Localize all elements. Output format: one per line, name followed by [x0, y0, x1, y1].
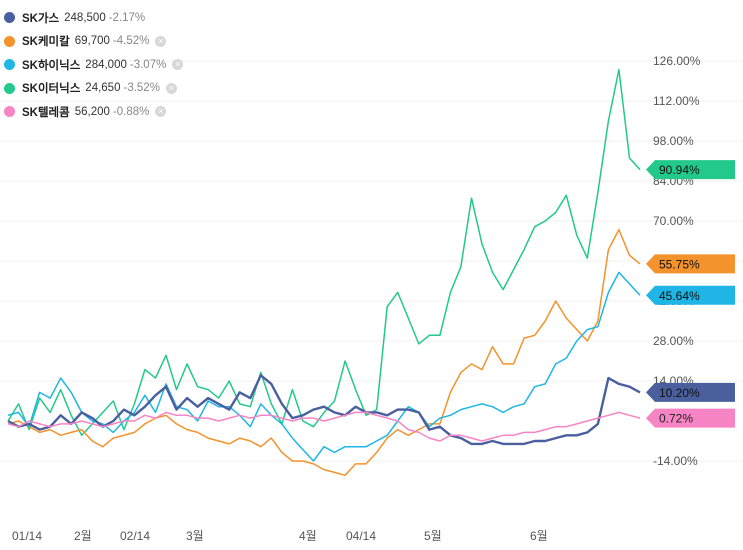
y-tick-label: -14.00%: [653, 454, 698, 468]
x-tick-label: 04/14: [346, 529, 376, 543]
legend-stock-name: SK하이닉스: [22, 59, 81, 72]
legend-color-dot: [4, 35, 15, 47]
end-value-text: 0.72%: [659, 412, 693, 426]
y-tick-label: 28.00%: [653, 334, 694, 348]
legend-stock-name: SK텔레콤: [22, 106, 70, 119]
x-axis-ticks: 01/14 2월 02/14 3월 4월 04/14 5월 6월: [12, 529, 548, 543]
end-value-label: 0.72%: [646, 408, 735, 428]
remove-series-icon[interactable]: ×: [155, 106, 167, 118]
legend-stock-price: 248,500: [64, 11, 106, 24]
legend-stock-name: SK가스: [22, 12, 60, 25]
legend-color-dot: [4, 12, 15, 24]
legend-stock-price: 284,000: [85, 58, 127, 71]
end-value-label: 10.20%: [646, 382, 735, 402]
legend-stock-price: 24,650: [85, 82, 121, 95]
legend-stock-change: -3.07%: [129, 58, 167, 71]
series-line: [7, 228, 641, 477]
end-value-label: 90.94%: [646, 160, 735, 180]
end-value-text: 55.75%: [659, 257, 700, 271]
y-tick-label: 126.00%: [653, 54, 701, 68]
legend-stock-price: 69,700: [74, 35, 110, 48]
x-tick-label: 01/14: [12, 529, 42, 543]
x-tick-label: 3월: [186, 529, 204, 543]
legend-item[interactable]: SK하이닉스 284,000 -3.07% ×: [4, 53, 184, 77]
remove-series-icon[interactable]: ×: [155, 35, 167, 47]
legend-stock-change: -0.88%: [112, 105, 150, 118]
remove-series-icon[interactable]: ×: [165, 82, 177, 94]
legend-stock-change: -2.17%: [108, 11, 146, 24]
legend-stock-change: -4.52%: [112, 35, 150, 48]
legend-stock-change: -3.52%: [123, 82, 160, 95]
legend-color-dot: [4, 82, 15, 94]
y-tick-label: 98.00%: [653, 134, 694, 148]
legend-item[interactable]: SK가스 248,500 -2.17%: [4, 6, 183, 30]
end-value-text: 10.20%: [659, 386, 700, 400]
series-lines: [7, 68, 641, 477]
end-value-label: 45.64%: [646, 285, 735, 305]
x-tick-label: 5월: [424, 529, 442, 543]
legend-stock-name: SK이터닉스: [22, 83, 81, 96]
end-value-label: 55.75%: [646, 254, 735, 274]
y-tick-label: 112.00%: [653, 94, 700, 108]
end-value-labels: 90.94% 55.75% 45.64% 10.20% 0.72%: [646, 160, 735, 428]
series-line: [7, 68, 641, 437]
legend-stock-price: 56,200: [74, 105, 110, 118]
legend-item[interactable]: SK케미칼 69,700 -4.52% ×: [4, 30, 183, 54]
legend-item[interactable]: SK텔레콤 56,200 -0.88% ×: [4, 100, 183, 124]
y-tick-label: 70.00%: [653, 214, 694, 228]
end-value-text: 90.94%: [659, 163, 700, 177]
legend-stock-name: SK케미칼: [22, 36, 70, 49]
grid-lines: [0, 60, 743, 462]
series-line: [7, 374, 641, 446]
series-line: [7, 271, 641, 462]
x-tick-label: 6월: [530, 529, 548, 543]
x-tick-label: 02/14: [120, 529, 150, 543]
legend-item[interactable]: SK이터닉스 24,650 -3.52% ×: [4, 77, 183, 101]
legend: SK가스 248,500 -2.17% SK케미칼 69,700 -4.52% × SK하이닉…: [4, 6, 184, 124]
legend-color-dot: [4, 106, 15, 118]
remove-series-icon[interactable]: ×: [172, 59, 184, 71]
series-line: [7, 411, 641, 442]
x-tick-label: 2월: [74, 529, 92, 543]
legend-color-dot: [4, 59, 15, 71]
x-tick-label: 4월: [299, 529, 317, 543]
end-value-text: 45.64%: [659, 289, 700, 303]
